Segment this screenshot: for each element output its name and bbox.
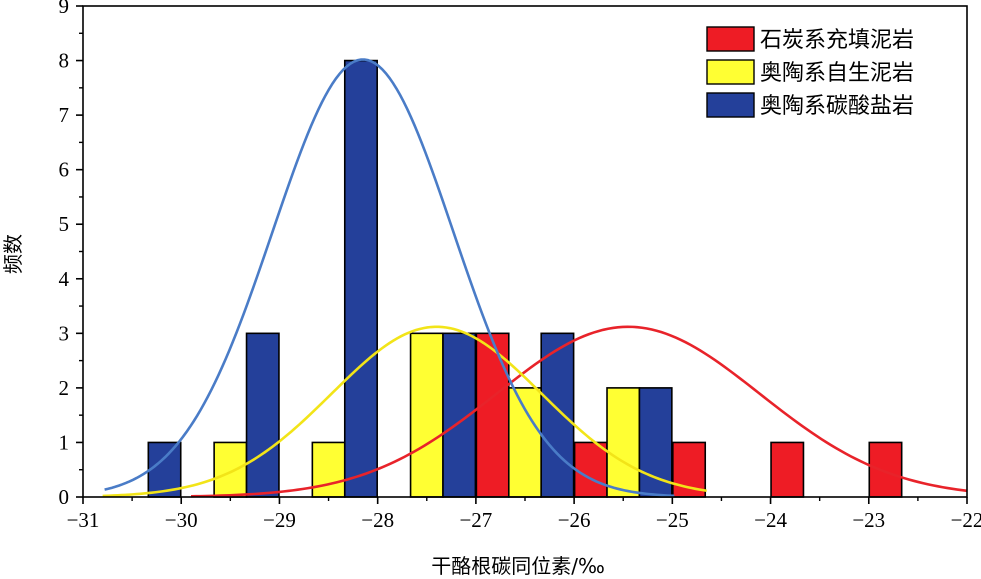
y-tick-label: 1 — [59, 430, 70, 454]
y-tick-label: 7 — [59, 103, 70, 127]
x-axis-title: 干酪根碳同位素/‰ — [431, 554, 605, 578]
bar-series1-2 — [409, 332, 444, 498]
y-tick-label: 0 — [59, 485, 70, 509]
y-tick-label: 5 — [59, 212, 70, 236]
x-tick-label: −23 — [852, 508, 885, 532]
bar-series1-1 — [311, 441, 346, 498]
bar-series2-2 — [343, 59, 378, 498]
fit-curve-series2 — [104, 58, 675, 498]
legend-swatch — [706, 59, 755, 85]
legend-swatch — [706, 26, 755, 52]
fit-curve-series0 — [191, 325, 968, 498]
y-tick-label: 8 — [59, 49, 70, 73]
y-axis-title: 频数 — [1, 234, 25, 274]
x-tick-label: −24 — [754, 508, 787, 532]
curves-layer — [102, 58, 968, 498]
legend-label: 石炭系充填泥岩 — [760, 28, 914, 53]
legend-label: 奥陶系自生泥岩 — [760, 61, 914, 86]
bars-layer — [147, 59, 903, 498]
x-tick-label: −26 — [558, 508, 591, 532]
y-tick-label: 6 — [59, 158, 70, 182]
y-tick-label: 4 — [59, 267, 70, 291]
y-tick-label: 9 — [59, 0, 70, 18]
bar-series2-1 — [245, 332, 280, 498]
y-tick-label: 2 — [59, 376, 70, 400]
bar-series1-0 — [213, 441, 248, 498]
x-tick-label: −29 — [263, 508, 296, 532]
bar-series0-0 — [475, 332, 510, 498]
legend-swatch — [706, 92, 755, 118]
legend-label: 奥陶系碳酸盐岩 — [760, 94, 914, 119]
bar-series0-3 — [770, 441, 805, 498]
bar-series0-1 — [573, 441, 608, 498]
x-tick-label: −22 — [951, 508, 981, 532]
bar-series0-4 — [868, 441, 903, 498]
fit-curve-series1 — [102, 325, 707, 498]
bar-series1-3 — [507, 387, 543, 498]
x-tick-label: −27 — [459, 508, 492, 532]
x-tick-label: −28 — [361, 508, 394, 532]
axes-layer: −31 −30 −29 −28 −27 −26 −25 −24 −23 −22 0 1 2 3 4 5 6 7 8 9 — [59, 0, 981, 532]
y-tick-label: 3 — [59, 321, 70, 345]
x-tick-label: −30 — [165, 508, 198, 532]
x-tick-label: −31 — [67, 508, 100, 532]
x-tick-label: −25 — [656, 508, 689, 532]
bar-series1-4 — [606, 387, 641, 498]
